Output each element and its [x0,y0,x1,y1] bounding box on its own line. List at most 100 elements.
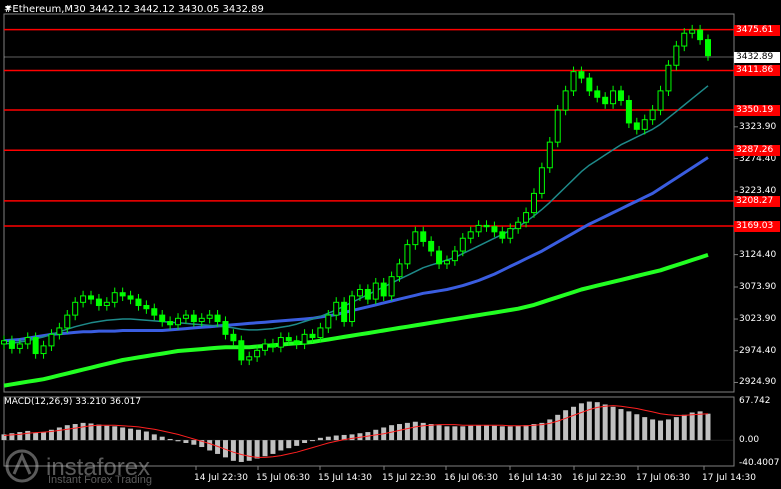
macd-histogram-bar [238,440,244,462]
candle-body [24,337,31,345]
x-tick-label: 15 Jul 14:30 [318,473,372,483]
ma-fast-line [3,85,709,345]
candle-body [127,295,134,300]
candle-body [467,231,474,239]
macd-histogram-bar [309,440,315,442]
current-price-label: 3432.89 [734,51,780,63]
macd-histogram-bar [112,426,118,441]
candle-body [309,333,316,339]
candle-body [88,295,95,300]
candle-body [40,345,47,355]
macd-histogram-bar [642,417,648,441]
candle-body [175,317,182,326]
candle-body [538,167,545,194]
macd-histogram-bar [254,440,260,459]
candle-body [246,356,253,361]
macd-histogram-bar [444,426,450,441]
x-tick-label: 15 Jul 06:30 [256,473,310,483]
y-tick-label: 3323.90 [739,121,777,132]
candle-body [349,295,356,323]
macd-histogram-bar [128,428,134,441]
candle-body [48,333,55,347]
candle-body [610,90,617,105]
candle-body [16,343,23,349]
macd-histogram-bar [491,425,497,441]
candle-body [182,314,189,319]
candle-body [705,39,711,57]
x-tick-label: 17 Jul 14:30 [702,473,756,483]
macd-histogram-bar [270,440,276,454]
macd-histogram-bar [33,432,39,441]
macd-histogram-bar [48,429,54,441]
candle-body [230,333,237,342]
macd-histogram-bar [191,440,197,445]
macd-histogram-bar [634,414,640,441]
macd-title: MACD(12,26,9) 33.210 36.017 [4,397,142,407]
macd-histogram-bar [317,437,323,441]
candle-body [594,90,601,98]
macd-histogram-bar [357,433,363,441]
y-tick-label: 2924.90 [739,377,777,388]
instaforex-logo-icon [4,448,44,488]
candle-body [412,231,419,246]
macd-histogram-bar [104,425,110,441]
macd-histogram-bar [199,440,205,448]
macd-histogram-bar [523,425,529,441]
macd-histogram-bar [594,402,600,441]
y-tick-label: 3023.90 [739,314,777,325]
macd-histogram-bar [325,436,331,441]
macd-histogram-bar [207,440,213,451]
macd-histogram-bar [515,425,521,441]
candle-body [459,237,466,252]
candle-body [262,343,269,351]
candle-body [388,276,395,297]
chart-title: #Ethereum,M30 3442.12 3442.12 3430.05 34… [4,4,264,15]
candle-body [95,298,102,307]
macd-tick-label: 67.742 [739,396,771,407]
candle-body [491,226,498,233]
macd-histogram-bar [555,414,561,441]
macd-histogram-bar [563,410,569,441]
level-price-label: 3287.26 [734,145,780,157]
candle-body [443,260,450,265]
ma-mid-line [3,156,709,343]
macd-histogram-bar [25,430,31,441]
candle-body [562,90,569,111]
candle-body [301,333,308,345]
macd-histogram-bar [436,425,442,441]
macd-histogram-bar [120,427,126,441]
candle-body [451,250,458,262]
macd-histogram-bar [507,426,513,441]
candle-body [364,288,371,300]
y-tick-label: 3124.40 [739,249,777,260]
macd-tick-label: 0.00 [739,435,760,446]
macd-histogram-bar [349,434,355,441]
candle-body [554,109,561,143]
level-price-label: 3350.19 [734,104,780,116]
macd-histogram-bar [1,434,7,441]
candle-body [546,141,553,169]
candle-body [103,301,110,307]
candle-body [649,109,656,121]
candle-body [56,327,63,335]
candle-body [80,295,87,303]
candle-body [254,349,261,358]
candle-body [72,301,79,316]
macd-histogram-bar [341,434,347,441]
candle-body [665,64,672,92]
candle-body [341,301,348,323]
candle-body [515,221,522,230]
macd-histogram-bar [578,403,584,441]
macd-histogram-bar [484,425,490,441]
candle-body [190,314,197,323]
macd-histogram-bar [665,419,671,441]
macd-histogram-bar [333,435,339,441]
macd-histogram-bar [681,414,687,441]
macd-histogram-bar [41,432,47,441]
macd-histogram-bar [72,424,78,441]
candle-body [570,71,577,92]
candle-body [151,308,158,316]
macd-histogram-bar [262,440,268,457]
